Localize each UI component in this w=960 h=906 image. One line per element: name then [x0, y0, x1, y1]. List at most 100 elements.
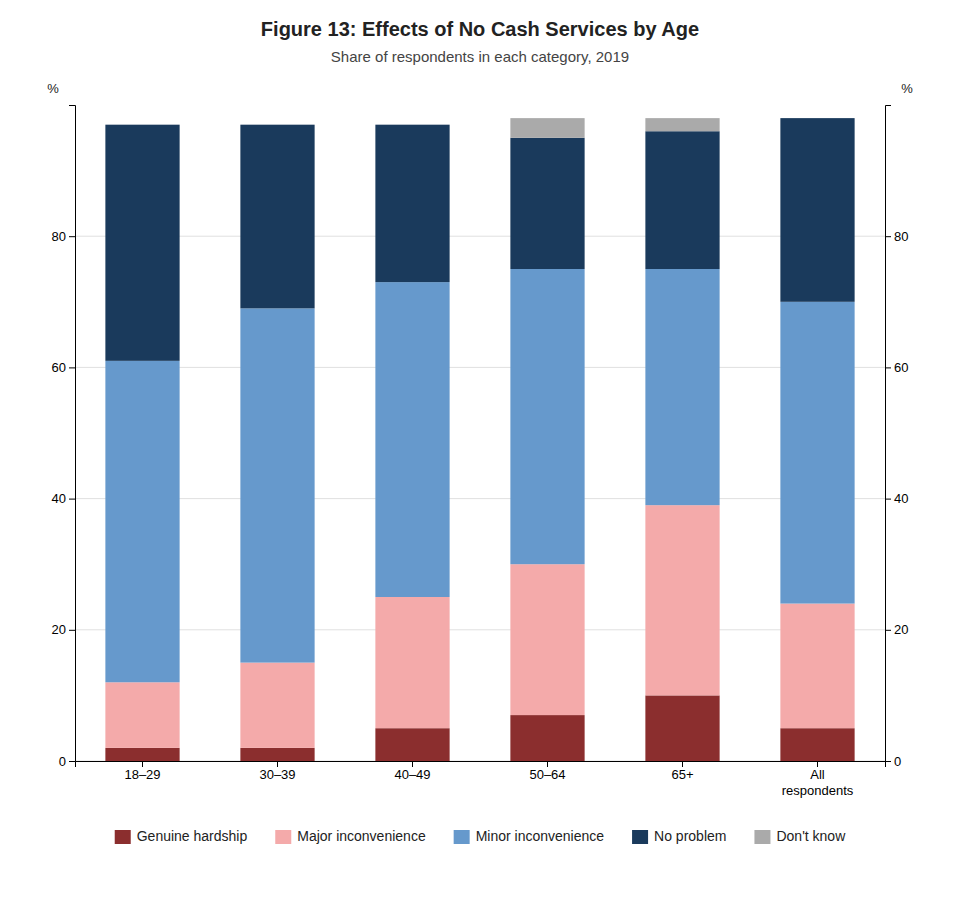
tick-label: 50–64	[529, 767, 565, 782]
legend-item: Major inconvenience	[275, 828, 426, 844]
tick-mark	[277, 761, 278, 767]
bar	[105, 361, 179, 682]
tick-mark	[69, 236, 75, 237]
tick-mark	[69, 499, 75, 500]
bar	[780, 604, 854, 729]
grid	[75, 236, 885, 761]
grid-line	[75, 629, 885, 630]
axis-line	[886, 106, 892, 762]
tick-label: 0	[894, 754, 901, 769]
tick-label: 0	[59, 754, 66, 769]
tick-mark	[142, 761, 143, 767]
bar	[645, 118, 719, 131]
legend: Genuine hardship Major inconvenience Minor…	[115, 828, 846, 844]
bar	[510, 269, 584, 564]
tick-label: 80	[52, 229, 66, 244]
axis-line	[69, 106, 76, 762]
legend-label: Don't know	[776, 828, 846, 844]
legend-item: Genuine hardship	[115, 828, 248, 844]
tick: 50–64	[529, 761, 565, 782]
tick: 30–39	[259, 761, 295, 782]
bar	[105, 682, 179, 748]
bar	[645, 505, 719, 695]
subtitle: Share of respondents in each category, 2…	[331, 48, 629, 65]
bar	[375, 282, 449, 597]
legend-swatch	[275, 830, 291, 844]
tick: 40–49	[394, 761, 430, 782]
bar	[105, 125, 179, 361]
tick: 20	[52, 622, 75, 637]
legend-swatch	[454, 830, 470, 844]
bar	[105, 748, 179, 761]
tick-mark	[69, 761, 75, 762]
title: Figure 13: Effects of No Cash Services b…	[261, 18, 699, 40]
tick-mark	[885, 367, 891, 368]
bar	[240, 125, 314, 309]
bar	[240, 308, 314, 662]
tick: 0	[885, 754, 901, 769]
tick-mark	[817, 761, 818, 767]
tick-mark	[885, 630, 891, 631]
legend-swatch	[115, 830, 131, 844]
tick-label: 18–29	[124, 767, 160, 782]
bar	[510, 715, 584, 761]
legend-item: No problem	[632, 828, 726, 844]
series	[105, 505, 854, 748]
tick-mark	[547, 761, 548, 767]
legend-item: Don't know	[754, 828, 846, 844]
bar	[780, 728, 854, 761]
legend-label: Major inconvenience	[297, 828, 426, 844]
tick-label: 40–49	[394, 767, 430, 782]
tick-label: 20	[52, 622, 66, 637]
axis-line	[76, 762, 886, 768]
bar	[510, 118, 584, 138]
bar	[510, 138, 584, 269]
bar	[780, 118, 854, 119]
tick: 65+	[671, 761, 693, 782]
grid-line	[75, 498, 885, 499]
legend-swatch	[754, 830, 770, 844]
bar	[375, 125, 449, 282]
y2-axis: 0 20 40 60 80	[885, 106, 908, 769]
bar	[375, 728, 449, 761]
legend-label: Minor inconvenience	[476, 828, 605, 844]
chart: Figure 13: Effects of No Cash Services b…	[0, 0, 960, 906]
tick: 60	[52, 360, 75, 375]
bar	[105, 124, 179, 125]
legend-label: No problem	[654, 828, 726, 844]
tick: 20	[885, 622, 908, 637]
series	[105, 118, 854, 361]
axis-label: %	[47, 81, 59, 96]
y-axis: 020406080	[52, 106, 76, 769]
tick-mark	[885, 236, 891, 237]
axis-label: %	[901, 81, 913, 96]
tick-mark	[682, 761, 683, 767]
bar	[240, 663, 314, 748]
tick-mark	[885, 499, 891, 500]
bar	[240, 748, 314, 761]
tick-label: 65+	[671, 767, 693, 782]
bar	[780, 118, 854, 302]
tick-label: 30–39	[259, 767, 295, 782]
x-axis: 18–29 30–39 40–49 50–64 65+ Allrespondents	[76, 761, 886, 798]
series	[510, 118, 719, 138]
tick: 60	[885, 360, 908, 375]
legend-item: Minor inconvenience	[454, 828, 605, 844]
series	[105, 269, 854, 682]
bar	[645, 269, 719, 505]
bar	[780, 302, 854, 604]
tick-label: Allrespondents	[782, 767, 854, 798]
tick-mark	[412, 761, 413, 767]
tick-label: 60	[52, 360, 66, 375]
bar	[240, 124, 314, 125]
tick-mark	[69, 367, 75, 368]
tick-label: 80	[894, 229, 908, 244]
bar	[645, 695, 719, 761]
tick-label: 20	[894, 622, 908, 637]
bar	[375, 597, 449, 728]
tick-label: 60	[894, 360, 908, 375]
legend-swatch	[632, 830, 648, 844]
tick: 18–29	[124, 761, 160, 782]
legend-label: Genuine hardship	[137, 828, 248, 844]
tick-label: 40	[894, 491, 908, 506]
